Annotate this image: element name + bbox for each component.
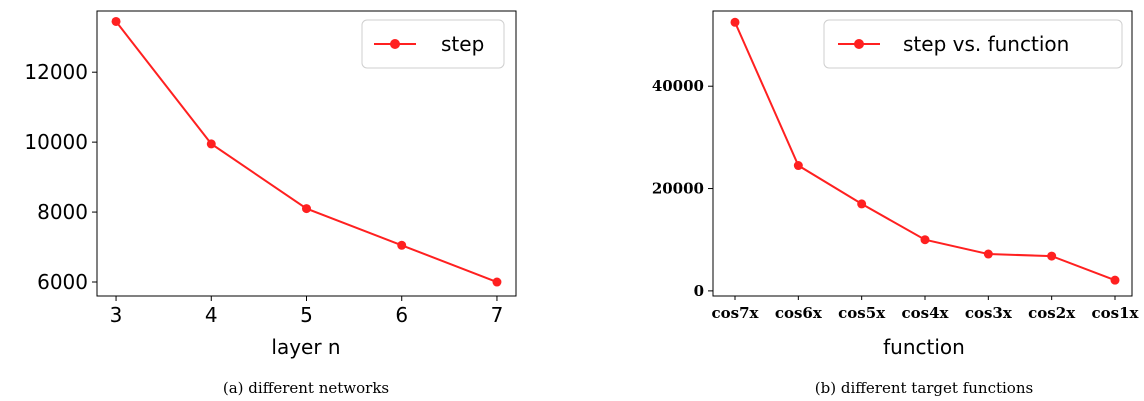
chart-a-data-point: [111, 16, 121, 26]
chart-b-legend: step vs. function: [823, 19, 1123, 69]
chart-a-data-point: [302, 204, 311, 214]
chart-a-data-point: [397, 240, 407, 250]
chart-b-ytick-label: 20000: [652, 180, 704, 198]
chart-b-xlabel: function: [883, 335, 965, 359]
chart-a-xtick-label: 7: [491, 303, 504, 327]
chart-a-ytick-label: 8000: [37, 200, 88, 224]
chart-b-legend-marker: [854, 39, 864, 49]
chart-b-xtick-label: cos3x: [965, 304, 1013, 322]
chart-b-frame: [712, 10, 1133, 297]
chart-a-xlabel: layer n: [271, 335, 340, 359]
chart-b-xtick-label: cos1x: [1092, 304, 1140, 322]
chart-b-data-point: [983, 249, 993, 259]
chart-b-data-point: [1110, 275, 1120, 285]
chart-a-ytick-label: 6000: [37, 270, 88, 294]
chart-b-xtick-label: cos7x: [712, 304, 760, 322]
chart-b-xtick-label: cos2x: [1028, 304, 1076, 322]
chart-b-data-point: [793, 161, 803, 171]
chart-a-xtick-label: 4: [205, 303, 218, 327]
chart-a-data-point: [492, 277, 502, 287]
chart-a-ytick-label: 10000: [24, 130, 88, 154]
chart-b-xtick-label: cos4x: [902, 304, 950, 322]
chart-b-xtick-label: cos6x: [775, 304, 823, 322]
chart-a-xtick-label: 6: [395, 303, 408, 327]
chart-a-data-point: [206, 139, 216, 149]
chart-a: 3 4 5 6 7 6000 8000 10000 12000 layer n step (a…: [24, 10, 517, 397]
chart-b-xtick-label: cos5x: [838, 304, 886, 322]
chart-a-xtick-label: 3: [110, 303, 123, 327]
chart-b-ytick-label: 40000: [652, 77, 704, 95]
chart-b-data-point: [920, 235, 930, 245]
chart-a-legend: step: [361, 19, 505, 69]
chart-a-ytick-label: 12000: [24, 60, 88, 84]
chart-b-caption: (b) different target functions: [815, 379, 1033, 397]
chart-b-legend-label: step vs. function: [903, 32, 1069, 56]
chart-a-caption: (a) different networks: [223, 379, 389, 397]
chart-b: cos7x cos6x cos5x cos4x cos3x cos2x cos1x 0 200…: [652, 10, 1140, 397]
chart-b-data-point: [730, 17, 740, 27]
chart-a-legend-marker: [390, 39, 400, 49]
chart-b-data-point: [857, 199, 867, 209]
chart-b-data-point: [1047, 251, 1057, 261]
chart-b-ytick-label: 0: [694, 282, 704, 300]
chart-a-xtick-label: 5: [300, 303, 313, 327]
chart-a-legend-label: step: [441, 32, 484, 56]
chart-b-legend-box: [823, 19, 1123, 69]
chart-a-legend-box: [361, 19, 505, 69]
